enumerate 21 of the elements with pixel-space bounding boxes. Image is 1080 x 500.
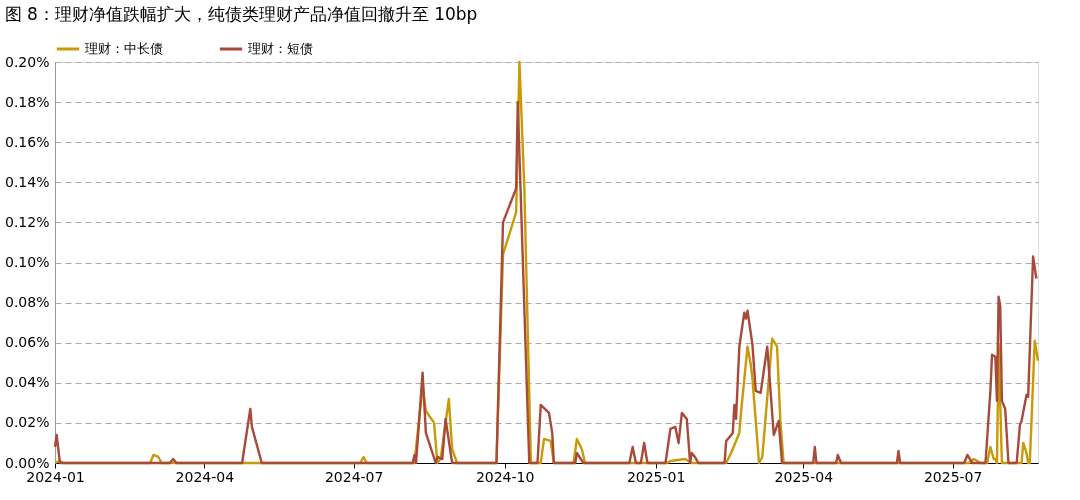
x-tick-label: 2024-10 <box>475 468 535 485</box>
x-tick-label: 2024-07 <box>324 468 384 485</box>
x-tick-label: 2025-01 <box>626 468 686 485</box>
y-tick-label: 0.04% <box>5 374 50 391</box>
y-tick-label: 0.20% <box>5 53 50 70</box>
y-tick-label: 0.14% <box>5 173 50 190</box>
y-tick-label: 0.06% <box>5 334 50 351</box>
x-tick-label: 2025-07 <box>923 468 983 485</box>
y-tick-label: 0.16% <box>5 133 50 150</box>
y-tick-label: 0.00% <box>5 454 50 471</box>
x-tick-label: 2024-01 <box>26 468 85 485</box>
legend-label: 理财：中长债 <box>85 41 163 56</box>
legend-label: 理财：短债 <box>248 41 313 56</box>
y-tick-label: 0.12% <box>5 213 50 230</box>
y-tick-label: 0.10% <box>5 254 50 270</box>
y-tick-label: 0.02% <box>5 414 50 431</box>
y-tick-label: 0.08% <box>5 294 50 311</box>
x-tick-label: 2024-04 <box>175 468 235 485</box>
y-tick-label: 0.18% <box>5 93 50 110</box>
x-tick-label: 2025-04 <box>774 468 834 485</box>
chart-title: 图 8：理财净值跌幅扩大，纯债类理财产品净值回撤升至 10bp <box>4 4 478 24</box>
